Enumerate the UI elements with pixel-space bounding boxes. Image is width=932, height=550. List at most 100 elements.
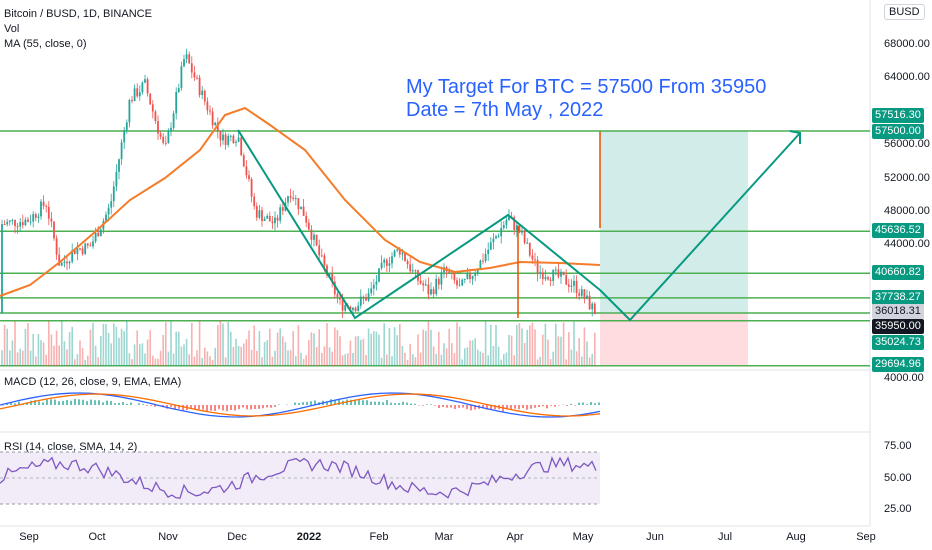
volume-bar [360,339,362,366]
macd-bar [326,401,328,405]
macd-bar [78,399,80,405]
volume-bar [240,346,242,366]
volume-bar [323,346,326,366]
time-tick: Feb [369,531,389,543]
candle-body [409,264,412,272]
candle-body [505,220,508,226]
candle-body [34,214,37,218]
price-marker: 29694.96 [872,357,924,372]
candle-body [144,79,146,83]
candle-body [383,259,386,263]
candle-body [219,131,222,141]
candle-body [453,273,456,281]
macd-bar [174,405,176,410]
volume-bar [594,332,596,366]
macd-bar [310,401,312,405]
volume-bar [458,326,461,366]
ma-label: MA (55, close, 0) [4,38,87,50]
volume-bar [308,340,310,366]
candle-body [250,179,253,197]
candle-body [354,307,357,312]
candle-body [185,54,188,60]
candle-body [333,281,336,295]
candle-body [375,281,378,285]
macd-bar [422,405,424,406]
candle-body [198,77,201,95]
volume-bar [417,334,419,366]
candle-body [430,289,432,295]
candle-body [201,90,204,95]
macd-bar [2,405,4,406]
volume-bar [378,334,380,366]
price-tick: 52000.00 [884,172,930,184]
macd-bar [366,400,368,405]
volume-bar [354,336,357,366]
volume-bar [76,354,79,366]
volume-bar [295,356,297,366]
macd-bar [518,405,520,410]
volume-bar [162,334,164,366]
candle-body [344,305,347,311]
candle-body [313,234,315,240]
currency-button[interactable]: BUSD [884,4,925,20]
volume-bar [237,345,240,366]
volume-bar [250,349,253,366]
candle-body [24,219,27,226]
candle-body [362,296,365,298]
candle-body [359,296,362,306]
volume-bar [271,356,274,366]
candle-body [544,277,547,279]
volume-bar [48,321,50,366]
macd-bar [238,405,240,410]
candle-body [3,224,6,225]
time-tick: Sep [856,531,876,543]
candle-body [352,307,354,311]
candle-body [1,224,3,313]
candle-body [58,254,61,266]
macd-bar [114,403,116,405]
macd-bar [578,402,580,405]
volume-bar [204,347,206,366]
volume-bar [230,331,232,366]
candle-body [549,279,552,281]
volume-bar [131,359,133,366]
volume-bar [42,342,45,366]
price-marker: 45636.52 [872,223,924,238]
candle-body [99,229,102,237]
volume-bar [118,337,120,366]
macd-bar [194,405,196,410]
volume-bar [435,353,437,366]
candle-body [513,217,516,230]
price-marker: 36018.31 [872,304,924,319]
candle-body [297,198,300,210]
candle-body [331,273,334,282]
candle-body [242,155,245,167]
macd-bar [118,402,120,405]
volume-bar [362,338,365,366]
volume-bar [66,349,68,366]
macd-bar [42,402,44,405]
candle-body [560,271,562,277]
candle-body [552,269,555,281]
candle-body [232,135,235,143]
volume-bar [32,333,34,366]
candle-body [357,305,360,312]
candle-body [71,250,74,262]
candle-body [149,93,152,105]
macd-bar [246,405,248,410]
volume-bar [328,347,331,366]
volume-bar [461,359,463,366]
candle-body [310,229,313,240]
volume-bar [419,352,422,366]
price-tick: 48000.00 [884,205,930,217]
volume-bar [284,342,287,366]
volume-bar [318,329,320,366]
candle-body [437,278,440,285]
volume-bar [310,332,313,366]
macd-bar [234,405,236,411]
macd-bar [138,403,140,405]
volume-bar [552,351,554,366]
candle-body [76,248,79,254]
macd-bar [86,401,88,405]
